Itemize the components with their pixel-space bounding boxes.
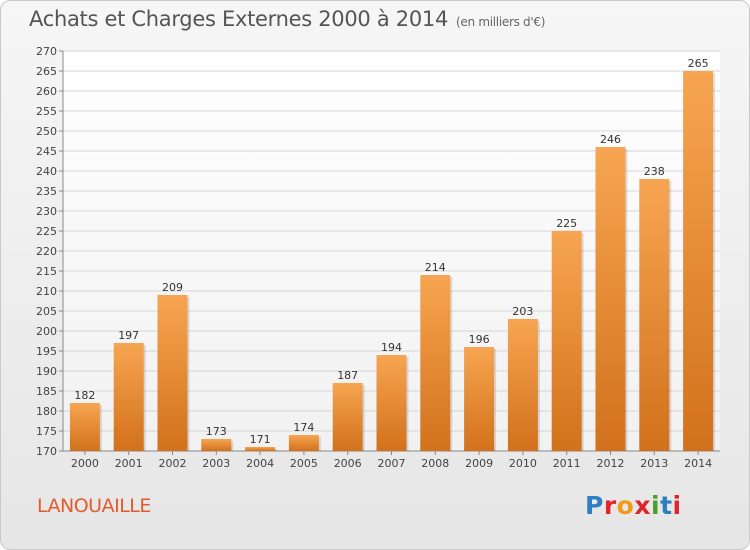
y-tick-label: 175 — [36, 425, 57, 438]
proxiti-logo: Proxiti — [585, 491, 682, 520]
x-tick-label: 2003 — [202, 457, 230, 470]
chart-unit: (en milliers d'€) — [456, 15, 546, 29]
bar — [464, 347, 495, 451]
data-label: 238 — [644, 165, 665, 178]
x-tick-label: 2000 — [71, 457, 99, 470]
y-tick-label: 195 — [36, 345, 57, 358]
logo-letter: t — [660, 491, 673, 520]
y-tick-label: 260 — [36, 85, 57, 98]
y-tick-label: 265 — [36, 65, 57, 78]
bar — [332, 383, 363, 451]
bar — [69, 403, 100, 451]
bar — [595, 147, 626, 451]
bar — [245, 447, 276, 451]
x-tick-label: 2004 — [246, 457, 274, 470]
x-tick-label: 2002 — [159, 457, 187, 470]
bar — [639, 179, 670, 451]
data-label: 196 — [469, 333, 490, 346]
data-label: 174 — [293, 421, 314, 434]
y-tick-label: 170 — [36, 445, 57, 458]
chart-title: Achats et Charges Externes 2000 à 2014 (e… — [29, 7, 545, 31]
y-tick-label: 225 — [36, 225, 57, 238]
bar — [683, 71, 714, 451]
y-tick-label: 240 — [36, 165, 57, 178]
bar — [420, 275, 451, 451]
commune-name: LANOUAILLE — [37, 495, 151, 517]
logo-letter: x — [634, 491, 651, 520]
x-tick-label: 2012 — [597, 457, 625, 470]
bar — [507, 319, 538, 451]
data-label: 197 — [118, 329, 139, 342]
logo-letter: i — [651, 491, 661, 520]
bar — [376, 355, 407, 451]
data-label: 187 — [337, 369, 358, 382]
y-tick-label: 230 — [36, 205, 57, 218]
x-tick-label: 2014 — [684, 457, 712, 470]
logo-letter: i — [672, 491, 682, 520]
x-tick-label: 2001 — [115, 457, 143, 470]
x-tick-label: 2011 — [553, 457, 581, 470]
x-tick-label: 2008 — [421, 457, 449, 470]
chart-title-text: Achats et Charges Externes 2000 à 2014 — [29, 7, 449, 31]
bar — [288, 435, 319, 451]
bar — [551, 231, 582, 451]
x-tick-label: 2010 — [509, 457, 537, 470]
x-tick-label: 2006 — [334, 457, 362, 470]
logo-letter: r — [603, 491, 617, 520]
y-tick-label: 215 — [36, 265, 57, 278]
x-tick-label: 2007 — [378, 457, 406, 470]
y-tick-label: 250 — [36, 125, 57, 138]
data-label: 203 — [512, 305, 533, 318]
data-label: 214 — [425, 261, 446, 274]
data-label: 173 — [206, 425, 227, 438]
y-tick-label: 190 — [36, 365, 57, 378]
y-tick-label: 270 — [36, 45, 57, 58]
data-label: 194 — [381, 341, 402, 354]
y-tick-label: 220 — [36, 245, 57, 258]
data-label: 209 — [162, 281, 183, 294]
x-tick-label: 2005 — [290, 457, 318, 470]
bar — [157, 295, 188, 451]
y-tick-label: 185 — [36, 385, 57, 398]
y-tick-label: 180 — [36, 405, 57, 418]
y-tick-label: 235 — [36, 185, 57, 198]
y-tick-label: 210 — [36, 285, 57, 298]
bar — [113, 343, 144, 451]
x-tick-label: 2013 — [640, 457, 668, 470]
data-label: 246 — [600, 133, 621, 146]
bar — [201, 439, 232, 451]
data-label: 182 — [74, 389, 95, 402]
y-tick-label: 200 — [36, 325, 57, 338]
logo-letter: o — [616, 491, 635, 520]
y-tick-label: 245 — [36, 145, 57, 158]
y-tick-label: 205 — [36, 305, 57, 318]
data-label: 225 — [556, 217, 577, 230]
x-tick-label: 2009 — [465, 457, 493, 470]
y-tick-label: 255 — [36, 105, 57, 118]
logo-letter: P — [585, 491, 604, 520]
data-label: 171 — [250, 433, 271, 446]
data-label: 265 — [688, 57, 709, 70]
